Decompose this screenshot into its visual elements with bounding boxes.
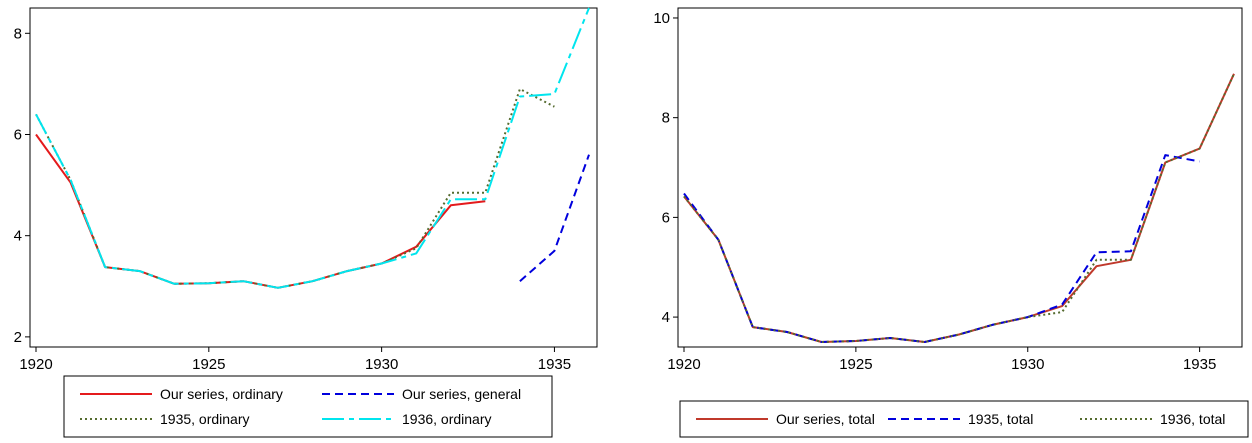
x-tick-label: 1925 — [192, 356, 225, 373]
legend-label: Our series, general — [402, 386, 521, 402]
left-chart: 1920 1925 1930 1935 2 4 6 8 Our series, ordinary… — [14, 7, 598, 438]
x-tick-label: 1930 — [365, 356, 398, 373]
x-tick-label: 1935 — [538, 356, 571, 373]
y-tick-label: 2 — [14, 329, 22, 346]
legend-label: 1936, ordinary — [402, 411, 492, 427]
series-line-1 — [519, 154, 590, 282]
y-tick-label: 6 — [14, 126, 22, 143]
legend-label: Our series, total — [776, 411, 875, 427]
legend-label: 1935, ordinary — [160, 411, 250, 427]
y-tick-label: 4 — [14, 228, 22, 245]
x-tick-label: 1930 — [1011, 356, 1044, 373]
legend-label: 1936, total — [1160, 411, 1225, 427]
series-line-0 — [683, 73, 1235, 343]
y-tick-label: 6 — [662, 209, 670, 226]
series-line-2 — [683, 73, 1235, 343]
series-line-3 — [35, 7, 590, 289]
legend-label: Our series, ordinary — [160, 386, 283, 402]
x-tick-label: 1935 — [1183, 356, 1216, 373]
y-tick-label: 8 — [14, 25, 22, 42]
y-tick-label: 10 — [653, 10, 670, 27]
legend-label: 1935, total — [968, 411, 1033, 427]
x-tick-label: 1920 — [667, 356, 700, 373]
legend-box — [679, 400, 1249, 438]
x-tick-label: 1920 — [19, 356, 52, 373]
plot-frame — [677, 7, 1243, 348]
y-tick-label: 4 — [662, 309, 670, 326]
series-line-2 — [35, 88, 555, 289]
y-tick-label: 8 — [662, 110, 670, 127]
right-chart: 1920 1925 1930 1935 4 6 8 10 Our series, total 19… — [653, 7, 1249, 438]
plot-frame — [29, 7, 598, 348]
legend-box — [63, 375, 553, 438]
x-tick-label: 1925 — [839, 356, 872, 373]
series-line-1 — [683, 154, 1200, 343]
